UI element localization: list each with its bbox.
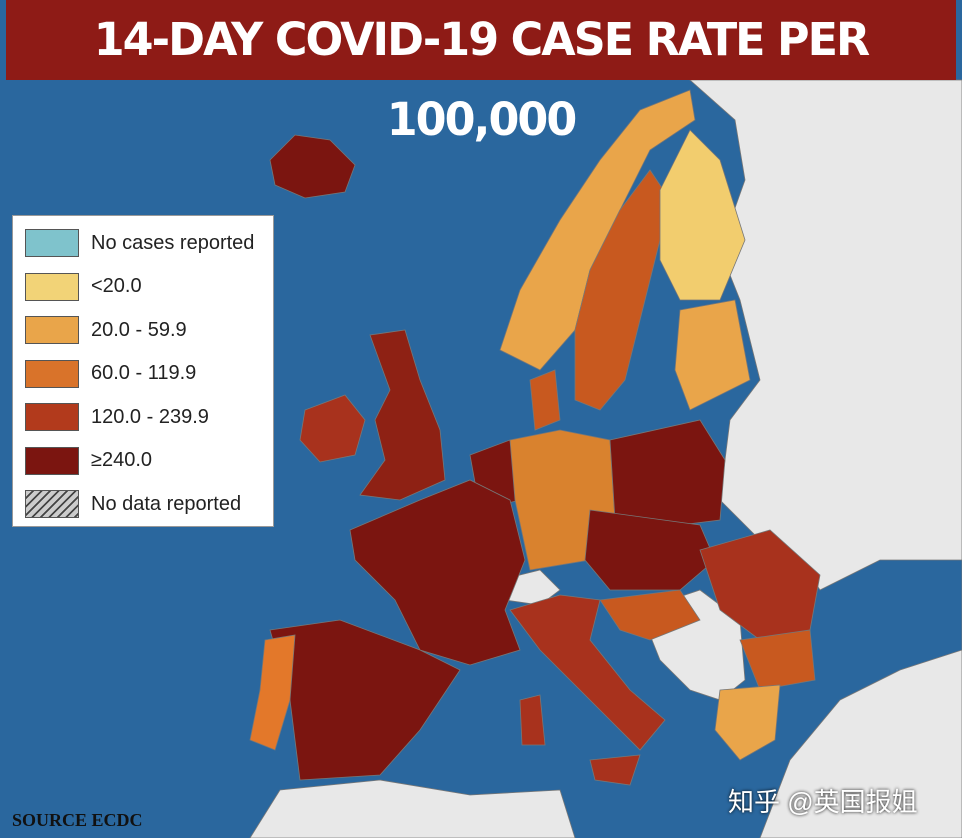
legend-item: 120.0 - 239.9 [25,402,209,432]
legend-item: 60.0 - 119.9 [25,359,196,389]
legend-swatch [25,272,79,301]
legend-item: No cases reported [25,228,254,258]
watermark: 知乎 @英国报姐 [728,787,918,817]
source: SOURCE ECDC [12,810,143,830]
title: 14-DAY COVID-19 CASE RATE PER 100,000 [6,0,956,146]
legend-swatch [25,446,79,475]
legend-label: No data reported [91,492,242,515]
legend-label: ≥240.0 [91,449,153,471]
legend-item: ≥240.0 [25,446,152,476]
legend-label: 60.0 - 119.9 [91,362,197,384]
legend-label: No cases reported [91,231,255,254]
legend-swatch [25,359,79,388]
legend-label: <20.0 [91,275,142,297]
legend-label: 120.0 - 239.9 [91,405,209,428]
legend-swatch [25,229,79,257]
landmass [249,79,962,838]
legend-item: No data reported [25,489,241,519]
legend-swatch [25,490,79,518]
legend-swatch [25,403,79,431]
legend: No cases reported <20.0 20.0 - 59.9 60.0 - … [12,215,274,527]
legend-swatch [25,316,79,344]
legend-item: 20.0 - 59.9 [25,315,187,345]
legend-label: 20.0 - 59.9 [91,318,187,341]
legend-item: <20.0 [25,272,142,302]
